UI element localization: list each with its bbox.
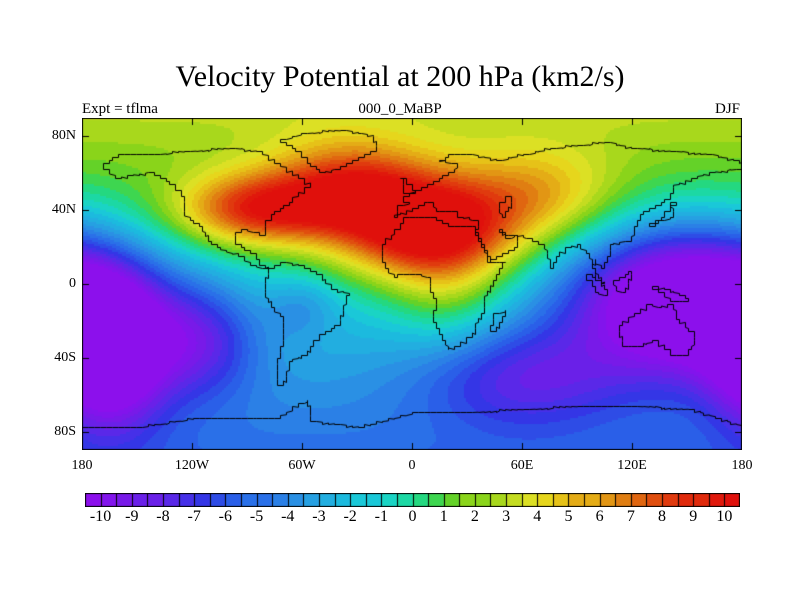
- colorbar-label: -3: [312, 508, 326, 525]
- colorbar-label: -5: [249, 508, 264, 525]
- colorbar-label: -6: [218, 508, 233, 525]
- colorbar-label: -10: [89, 508, 112, 525]
- colorbar-label: -7: [187, 508, 201, 525]
- x-tick-label: 60E: [510, 458, 534, 473]
- x-tick-label: 180: [71, 458, 93, 473]
- colorbar-label: -4: [281, 508, 295, 525]
- colorbar-label: 10: [716, 508, 733, 525]
- x-tick-label: 120W: [174, 458, 210, 473]
- time-label: 000_0_MaBP: [358, 101, 442, 117]
- y-tick-label: 40N: [51, 202, 76, 218]
- y-tick-label: 80S: [54, 423, 76, 439]
- colorbar-label: 2: [470, 508, 479, 525]
- colorbar-label: 3: [502, 508, 511, 525]
- colorbar-label: 1: [439, 508, 448, 525]
- colorbar-label: 5: [564, 508, 573, 525]
- colorbar-label: -2: [343, 508, 357, 525]
- colorbar-label: -8: [156, 508, 170, 525]
- colorbar-label: 6: [595, 508, 604, 525]
- x-tick-label: 60W: [288, 458, 316, 473]
- x-tick-label: 0: [408, 458, 416, 473]
- colorbar-label: 0: [408, 508, 417, 525]
- colorbar-label: -1: [374, 508, 388, 525]
- x-tick-label: 120E: [617, 458, 647, 473]
- velocity-potential-map: [82, 118, 742, 450]
- experiment-label: Expt = tflma: [82, 101, 158, 117]
- season-label: DJF: [714, 101, 740, 117]
- x-tick-label: 180: [731, 458, 753, 473]
- colorbar: [85, 493, 740, 507]
- colorbar-label: 9: [689, 508, 698, 525]
- colorbar-label: 4: [533, 508, 542, 525]
- y-tick-label: 0: [69, 276, 76, 291]
- colorbar-label: -9: [125, 508, 139, 525]
- colorbar-label: 8: [658, 508, 667, 525]
- colorbar-label: 7: [626, 508, 635, 525]
- chart-title: Velocity Potential at 200 hPa (km2/s): [175, 60, 625, 93]
- y-tick-label: 80N: [51, 128, 76, 144]
- y-tick-label: 40S: [54, 349, 76, 365]
